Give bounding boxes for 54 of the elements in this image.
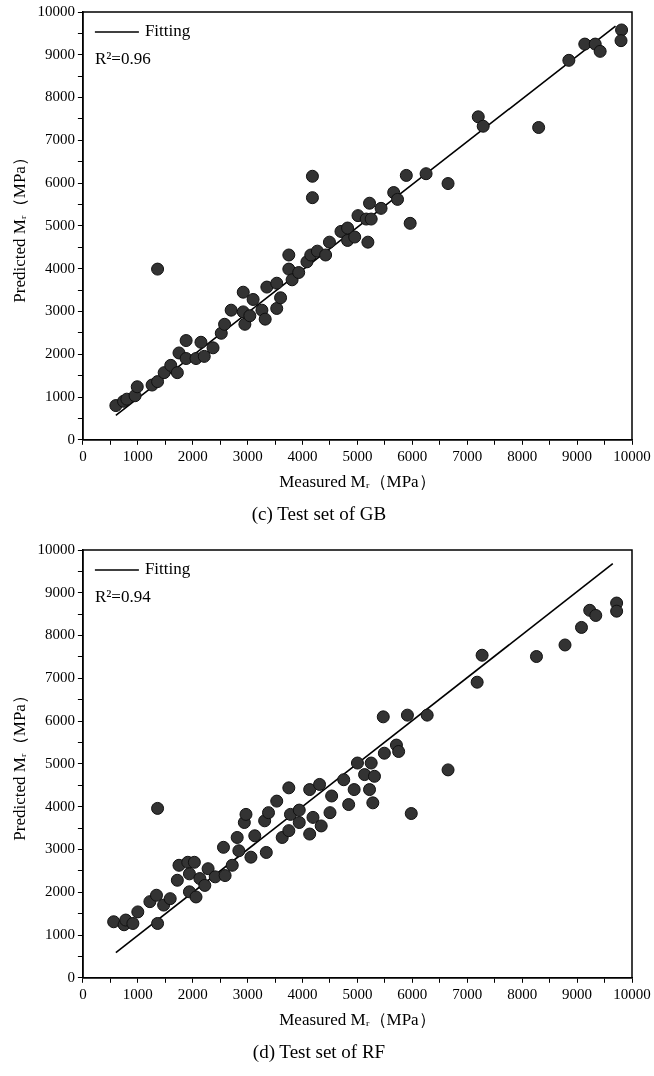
x-tick-label: 5000: [342, 985, 373, 1002]
y-tick-label: 1000: [44, 925, 75, 942]
x-tick-label: 8000: [507, 447, 538, 464]
x-tick-label: 3000: [232, 447, 263, 464]
y-tick-label: 3000: [44, 840, 75, 857]
x-tick-label: 5000: [342, 447, 373, 464]
y-tick-label: 3000: [44, 302, 75, 319]
x-tick-label: 6000: [397, 985, 428, 1002]
x-tick-label: 2000: [177, 985, 208, 1002]
legend-label: Fitting: [144, 21, 191, 41]
x-tick-label: 10000: [613, 985, 651, 1002]
text: (d) Test set of RF: [252, 1040, 386, 1063]
y-tick-label: 7000: [44, 131, 75, 148]
x-tick-label: 4000: [287, 447, 318, 464]
y-tick-label: 6000: [44, 174, 75, 191]
x-axis-title: Measured Mᵣ（MPa）: [279, 472, 436, 492]
y-tick-label: 5000: [44, 216, 75, 233]
x-axis-title: Measured Mᵣ（MPa）: [279, 1010, 436, 1030]
y-tick-label: 0: [67, 430, 75, 447]
y-tick-label: 1000: [44, 387, 75, 404]
y-tick-label: 10000: [37, 540, 75, 557]
annotation: R²=0.94: [94, 587, 152, 607]
text: (c) Test set of GB: [251, 502, 387, 525]
y-tick-label: 6000: [44, 712, 75, 729]
x-tick-label: 8000: [507, 985, 538, 1002]
y-tick-label: 9000: [44, 45, 75, 62]
x-tick-label: 6000: [397, 447, 428, 464]
y-tick-label: 5000: [44, 754, 75, 771]
y-tick-label: 4000: [44, 259, 75, 276]
y-tick-label: 7000: [44, 669, 75, 686]
y-tick-label: 10000: [37, 2, 75, 19]
x-tick-label: 0: [79, 985, 87, 1002]
y-axis-title: Predicted Mᵣ（MPa）: [9, 149, 29, 303]
x-tick-label: 4000: [287, 985, 318, 1002]
legend-label: Fitting: [144, 559, 191, 579]
x-tick-label: 3000: [232, 985, 263, 1002]
y-tick-label: 9000: [44, 583, 75, 600]
x-tick-label: 9000: [562, 447, 593, 464]
x-tick-label: 9000: [562, 985, 593, 1002]
x-tick-label: 0: [79, 447, 87, 464]
x-tick-label: 1000: [122, 985, 153, 1002]
y-tick-label: 0: [67, 968, 75, 985]
x-tick-label: 7000: [452, 985, 483, 1002]
x-tick-label: 7000: [452, 447, 483, 464]
y-tick-label: 2000: [44, 345, 75, 362]
y-tick-label: 8000: [44, 88, 75, 105]
y-tick-label: 8000: [44, 626, 75, 643]
x-tick-label: 2000: [177, 447, 208, 464]
y-tick-label: 4000: [44, 797, 75, 814]
x-tick-label: 1000: [122, 447, 153, 464]
x-tick-label: 10000: [613, 447, 651, 464]
y-axis-title: Predicted Mᵣ（MPa）: [9, 687, 29, 841]
y-tick-label: 2000: [44, 883, 75, 900]
annotation: R²=0.96: [94, 49, 151, 69]
